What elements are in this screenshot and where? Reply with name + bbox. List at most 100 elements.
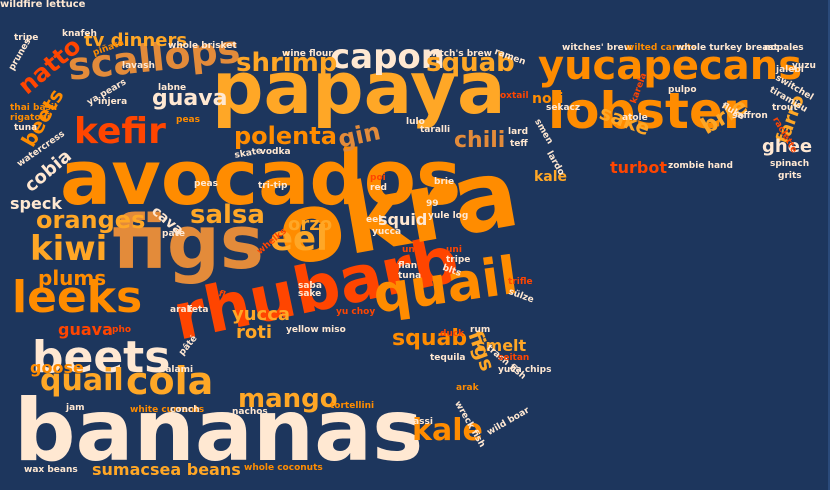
word-7: yucapecans — [538, 43, 803, 89]
word-11: cola — [126, 359, 214, 403]
word-6: lobster — [548, 82, 748, 140]
word-49: squid — [378, 210, 428, 229]
word-129: seitan — [498, 353, 530, 363]
word-20: squab — [392, 326, 468, 351]
word-21: quail — [40, 363, 124, 398]
word-42: plums — [38, 266, 107, 290]
word-60: knafeh — [62, 29, 97, 39]
word-137: nachos — [232, 407, 268, 417]
word-77: poi — [370, 173, 386, 183]
word-134: jam — [66, 403, 85, 413]
word-53: whole brisket — [168, 41, 237, 51]
word-44: roti — [236, 322, 273, 343]
word-12: kefir — [74, 111, 166, 152]
word-141: wild boar — [485, 405, 532, 438]
word-16: eel — [270, 219, 328, 259]
word-93: jalebi — [776, 65, 804, 75]
word-22: mango — [238, 384, 338, 414]
word-24: oranges — [36, 206, 146, 234]
word-86: sekacz — [546, 103, 581, 113]
word-92: saffron — [732, 111, 768, 121]
word-43: orzo — [288, 214, 333, 235]
word-90: atole — [622, 113, 648, 123]
word-130: tequila — [430, 353, 466, 363]
word-117: uni — [446, 245, 462, 255]
word-101: spinach — [770, 159, 810, 169]
word-142: wax beans — [24, 465, 78, 475]
word-113: arak — [170, 305, 193, 315]
word-85: teff — [510, 139, 528, 149]
word-28: guava — [152, 86, 228, 111]
word-103: eel — [366, 215, 382, 225]
word-110: sake — [298, 289, 322, 299]
word-41: smelt — [476, 336, 527, 355]
word-132: salami — [160, 365, 194, 375]
word-55: witch's brew — [428, 49, 492, 59]
word-46: goose — [30, 358, 84, 377]
word-19: shrimp — [236, 48, 338, 78]
word-78: red — [370, 183, 387, 193]
word-18: squab — [426, 48, 515, 78]
word-109: saba — [298, 281, 322, 291]
word-83: taralli — [420, 125, 451, 135]
word-84: lard — [508, 127, 529, 137]
word-71: tuna — [14, 123, 38, 133]
word-27: chili — [454, 128, 506, 153]
word-131: yuca chips — [498, 365, 552, 375]
word-112: feta — [188, 305, 209, 315]
word-51: sea beans — [150, 460, 241, 479]
word-144: wildfire lettuce — [0, 0, 86, 10]
word-100: zombie hand — [668, 161, 733, 171]
word-143: whole coconuts — [244, 463, 323, 473]
word-39: kale — [534, 169, 568, 185]
word-23: salsa — [190, 200, 265, 230]
word-115: flan — [398, 261, 418, 271]
word-114: uni — [402, 245, 418, 255]
word-32: tv dinners — [84, 30, 188, 51]
word-97: trout — [772, 103, 798, 113]
word-8: leeks — [12, 272, 143, 323]
word-105: yule log — [428, 211, 469, 221]
word-48: speck — [10, 194, 62, 213]
word-5: figs — [112, 200, 264, 286]
word-106: 99 — [426, 199, 439, 209]
word-107: pate — [162, 229, 185, 239]
word-104: yucca — [372, 227, 402, 237]
word-133: arak — [456, 383, 479, 393]
word-45: yucca — [232, 304, 291, 325]
word-38: turbot — [610, 158, 668, 177]
word-37: nori — [532, 91, 564, 107]
word-47: guava — [58, 320, 113, 339]
word-4: papaya — [212, 46, 506, 130]
word-74: vodka — [260, 147, 291, 157]
word-75: tri-tip — [258, 181, 288, 191]
word-140: lassi — [410, 417, 433, 427]
word-136: conch — [170, 405, 200, 415]
word-76: peas — [194, 179, 218, 189]
word-3: avocados — [60, 133, 462, 222]
word-50: sumac — [92, 460, 150, 479]
word-36: ghee — [762, 136, 813, 157]
word-127: rum — [470, 325, 491, 335]
word-64: lavash — [122, 61, 155, 71]
word-69: injera — [98, 97, 128, 107]
word-82: lulo — [406, 117, 425, 127]
word-14: capon — [330, 37, 445, 77]
word-124: yu choy — [336, 307, 376, 317]
word-79: brie — [434, 177, 455, 187]
word-118: tripe — [446, 255, 471, 265]
word-116: tuna — [398, 271, 422, 281]
word-17: kale — [412, 413, 483, 448]
word-67: rigatoni — [10, 113, 51, 123]
word-0: bananas — [14, 381, 424, 481]
word-102: grits — [778, 171, 802, 181]
word-81: oxtail — [500, 91, 529, 101]
word-120: trifle — [508, 277, 533, 287]
word-122: pho — [112, 325, 132, 335]
word-89: pulpo — [668, 85, 697, 95]
word-94: yuzu — [792, 61, 816, 71]
word-61: tripe — [14, 33, 39, 43]
word-57: wilted carrots — [626, 43, 697, 53]
word-59: nopales — [764, 43, 804, 53]
